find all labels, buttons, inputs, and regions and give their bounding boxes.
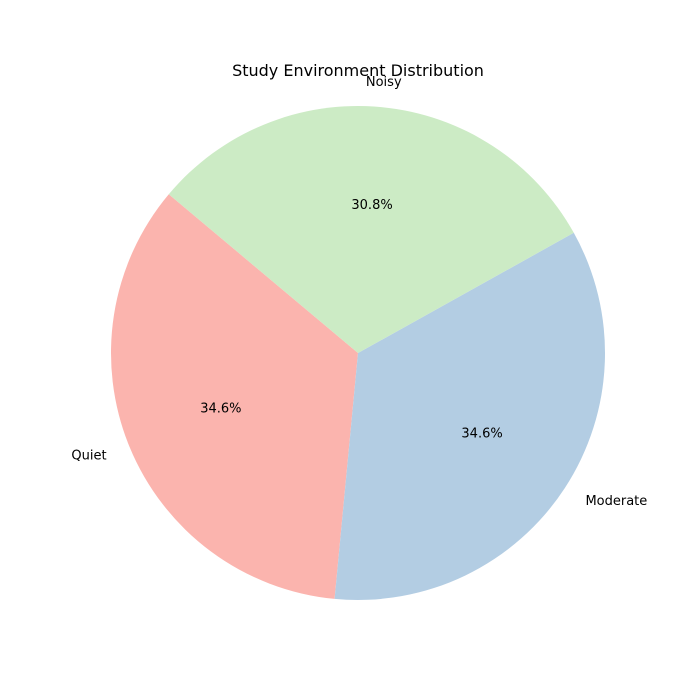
pie-slice-moderate (334, 232, 606, 601)
slice-label-moderate: Moderate (585, 494, 647, 509)
percent-label-noisy: 30.8% (351, 198, 392, 213)
percent-label-moderate: 34.6% (461, 427, 502, 442)
percent-label-quiet: 34.6% (200, 402, 241, 417)
pie-slice-noisy (168, 106, 574, 353)
pie-labels: Quiet 34.6% Moderate 34.6% Noisy 30.8% (71, 75, 647, 509)
slice-label-quiet: Quiet (71, 449, 106, 464)
chart-title: Study Environment Distribution (232, 61, 484, 80)
pie-slice-quiet (110, 194, 359, 599)
pie-slices (110, 106, 606, 601)
slice-label-noisy: Noisy (366, 75, 402, 90)
